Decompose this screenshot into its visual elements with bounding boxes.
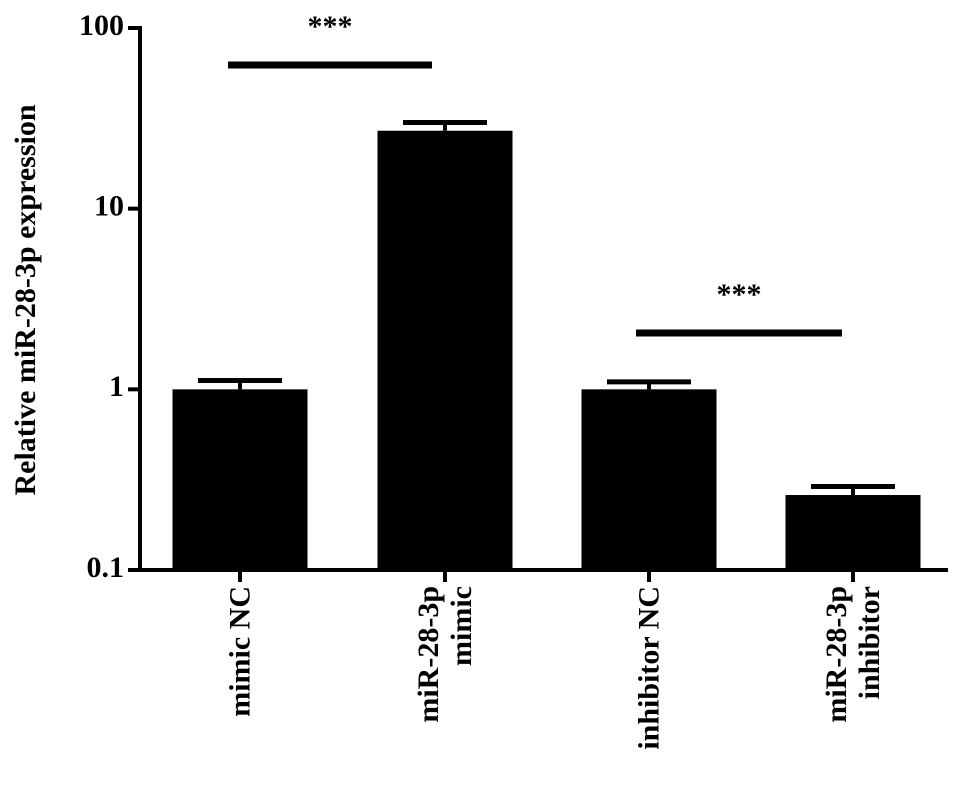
significance-label: *** bbox=[308, 10, 353, 43]
y-axis-label: Relative miR-28-3p expression bbox=[9, 104, 42, 495]
bar bbox=[377, 130, 513, 570]
bar bbox=[785, 495, 921, 570]
x-tick-label: mimic NC bbox=[223, 586, 257, 717]
bar bbox=[581, 389, 717, 570]
y-tick-label: 100 bbox=[79, 9, 124, 42]
y-tick-label: 1 bbox=[109, 370, 124, 403]
y-tick-label: 0.1 bbox=[87, 551, 125, 584]
x-tick-label: inhibitor NC bbox=[632, 586, 666, 750]
y-tick-label: 10 bbox=[94, 190, 124, 223]
bar bbox=[172, 389, 308, 570]
x-tick-label: miR-28-3p mimic bbox=[412, 586, 478, 723]
x-tick-label: miR-28-3p inhibitor bbox=[820, 586, 886, 723]
significance-label: *** bbox=[717, 278, 762, 311]
